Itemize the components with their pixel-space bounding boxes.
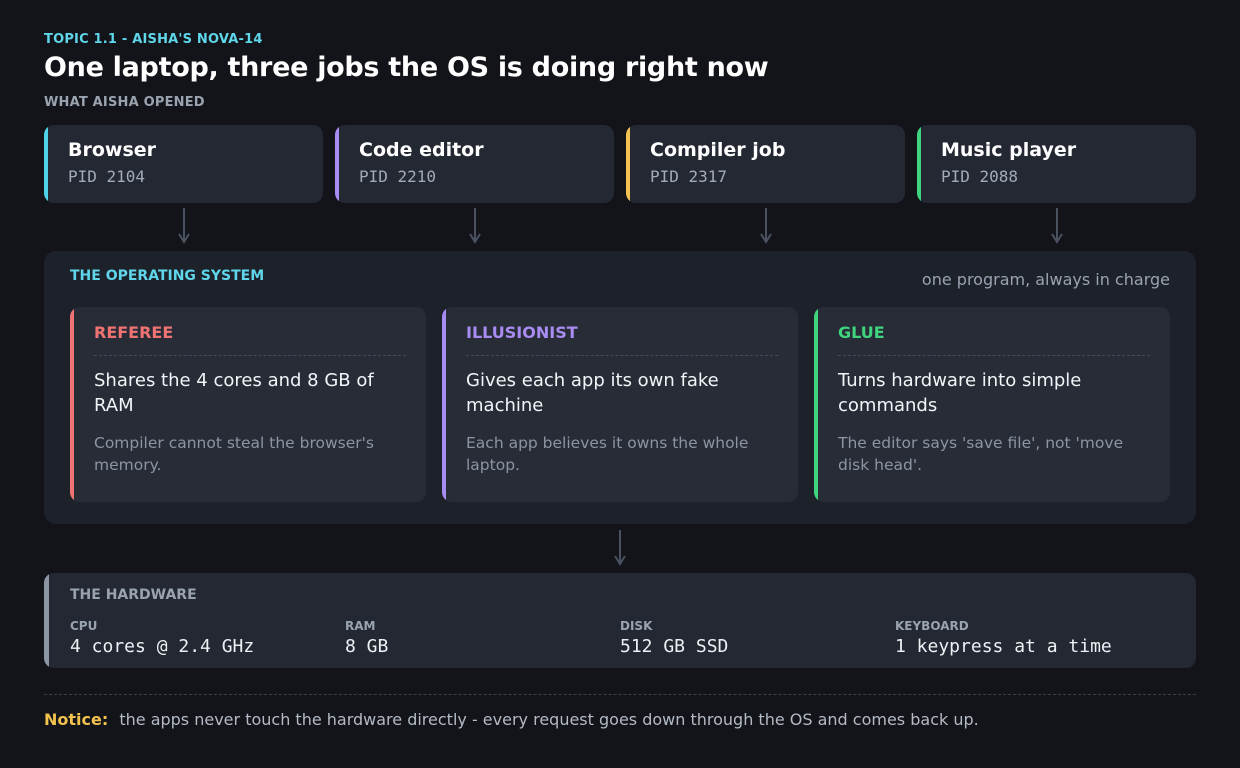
topic-eyebrow: TOPIC 1.1 - AISHA'S NOVA-14 xyxy=(44,32,263,47)
hardware-item-cpu: CPU 4 cores @ 2.4 GHz xyxy=(70,619,254,657)
os-title: THE OPERATING SYSTEM xyxy=(70,268,265,284)
app-card-browser: Browser PID 2104 xyxy=(44,125,323,203)
role-headline: Turns hardware into simple commands xyxy=(838,370,1082,416)
app-pid: PID 2088 xyxy=(941,167,1019,186)
hardware-label: KEYBOARD xyxy=(895,619,969,633)
app-name: Music player xyxy=(941,139,1077,161)
role-color-bar xyxy=(442,307,446,502)
app-color-bar xyxy=(626,125,630,203)
role-name: REFEREE xyxy=(94,323,174,342)
role-divider xyxy=(94,355,406,356)
page-title: One laptop, three jobs the OS is doing r… xyxy=(44,52,769,83)
arrow-down-icon xyxy=(760,208,772,244)
apps-section-label: WHAT AISHA OPENED xyxy=(44,95,205,110)
arrow-down-icon xyxy=(1051,208,1063,244)
role-divider xyxy=(466,355,778,356)
hardware-value: 4 cores @ 2.4 GHz xyxy=(70,636,255,657)
role-detail: Each app believes it owns the whole lapt… xyxy=(466,434,749,474)
hardware-value: 8 GB xyxy=(345,636,389,657)
role-card-referee: REFEREE Shares the 4 cores and 8 GB of R… xyxy=(70,307,426,502)
role-headline: Shares the 4 cores and 8 GB of RAM xyxy=(94,370,374,416)
notice: Notice: the apps never touch the hardwar… xyxy=(44,710,979,729)
role-name: GLUE xyxy=(838,323,885,342)
app-card-code-editor: Code editor PID 2210 xyxy=(335,125,614,203)
role-name: ILLUSIONIST xyxy=(466,323,578,342)
role-color-bar xyxy=(70,307,74,502)
notice-text: the apps never touch the hardware direct… xyxy=(119,710,979,729)
footer-divider xyxy=(44,694,1196,695)
hardware-label: RAM xyxy=(345,619,376,633)
role-card-glue: GLUE Turns hardware into simple commands… xyxy=(814,307,1170,502)
app-pid: PID 2210 xyxy=(359,167,437,186)
app-pid: PID 2104 xyxy=(68,167,146,186)
app-card-compiler-job: Compiler job PID 2317 xyxy=(626,125,905,203)
operating-system-panel: THE OPERATING SYSTEM one program, always… xyxy=(44,251,1196,524)
role-detail: Compiler cannot steal the browser's memo… xyxy=(94,434,374,474)
notice-label: Notice: xyxy=(44,710,109,729)
app-color-bar xyxy=(335,125,339,203)
arrow-down-icon xyxy=(469,208,481,244)
app-name: Browser xyxy=(68,139,157,161)
app-pid: PID 2317 xyxy=(650,167,728,186)
role-headline: Gives each app its own fake machine xyxy=(466,370,719,416)
app-color-bar xyxy=(917,125,921,203)
app-name: Compiler job xyxy=(650,139,786,161)
role-divider xyxy=(838,355,1150,356)
hardware-item-disk: DISK 512 GB SSD xyxy=(620,619,728,657)
role-card-illusionist: ILLUSIONIST Gives each app its own fake … xyxy=(442,307,798,502)
hardware-value: 1 keypress at a time xyxy=(895,636,1112,657)
arrow-down-icon xyxy=(614,530,626,566)
hardware-title: THE HARDWARE xyxy=(70,587,197,603)
role-color-bar xyxy=(814,307,818,502)
role-detail: The editor says 'save file', not 'move d… xyxy=(838,434,1124,474)
hardware-item-keyboard: KEYBOARD 1 keypress at a time xyxy=(895,619,1112,657)
hardware-panel: THE HARDWARE CPU 4 cores @ 2.4 GHz RAM 8… xyxy=(44,573,1196,668)
app-name: Code editor xyxy=(359,139,484,161)
app-color-bar xyxy=(44,125,48,203)
arrow-down-icon xyxy=(178,208,190,244)
hardware-value: 512 GB SSD xyxy=(620,636,729,657)
hardware-label: CPU xyxy=(70,619,98,633)
hardware-label: DISK xyxy=(620,619,653,633)
hardware-color-bar xyxy=(44,573,49,668)
hardware-item-ram: RAM 8 GB xyxy=(345,619,388,657)
app-card-music-player: Music player PID 2088 xyxy=(917,125,1196,203)
os-tagline: one program, always in charge xyxy=(921,270,1170,289)
